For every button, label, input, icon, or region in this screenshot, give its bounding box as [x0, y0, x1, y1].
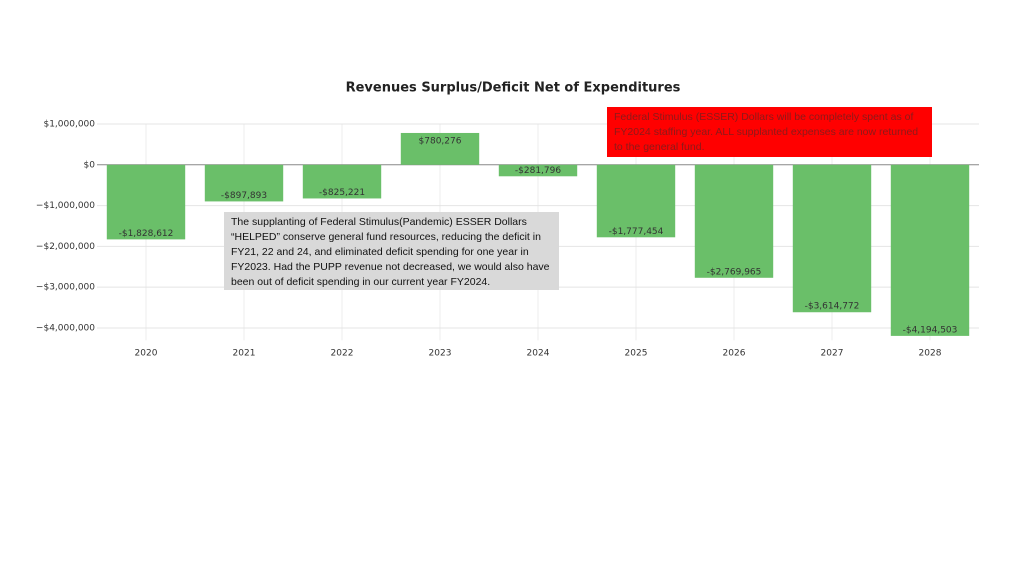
annotation-gray: The supplanting of Federal Stimulus(Pand… [224, 212, 559, 290]
value-label: -$3,614,772 [805, 302, 860, 312]
bar [302, 164, 382, 199]
bar [694, 164, 774, 278]
annotation-red: Federal Stimulus (ESSER) Dollars will be… [607, 107, 932, 157]
value-label: -$897,893 [221, 191, 267, 201]
y-tick-label: −$4,000,000 [36, 323, 95, 333]
x-tick-label: 2023 [429, 349, 452, 359]
x-tick-label: 2021 [233, 349, 256, 359]
bar [400, 132, 480, 165]
x-tick-label: 2026 [723, 349, 746, 359]
bar [106, 164, 186, 240]
value-label: -$1,777,454 [609, 227, 664, 237]
x-tick-label: 2025 [625, 349, 648, 359]
x-tick-label: 2024 [527, 349, 550, 359]
value-label: $780,276 [419, 136, 462, 146]
value-label: -$1,828,612 [119, 229, 174, 239]
chart-title: Revenues Surplus/Deficit Net of Expendit… [346, 81, 681, 96]
y-tick-label: $0 [84, 160, 96, 170]
bar [890, 164, 970, 336]
x-tick-label: 2020 [135, 349, 158, 359]
y-tick-label: $1,000,000 [43, 120, 95, 130]
bar [596, 164, 676, 238]
value-label: -$825,221 [319, 188, 365, 198]
value-label: -$281,796 [515, 166, 561, 176]
x-tick-label: 2027 [821, 349, 844, 359]
y-tick-label: −$1,000,000 [36, 201, 95, 211]
value-label: -$4,194,503 [903, 325, 958, 335]
x-tick-label: 2022 [331, 349, 354, 359]
y-tick-label: −$2,000,000 [36, 242, 95, 252]
y-tick-label: −$3,000,000 [36, 283, 95, 293]
bar [792, 164, 872, 313]
bar [498, 164, 578, 177]
x-tick-label: 2028 [919, 349, 942, 359]
value-label: -$2,769,965 [707, 267, 762, 277]
bar [204, 164, 284, 202]
